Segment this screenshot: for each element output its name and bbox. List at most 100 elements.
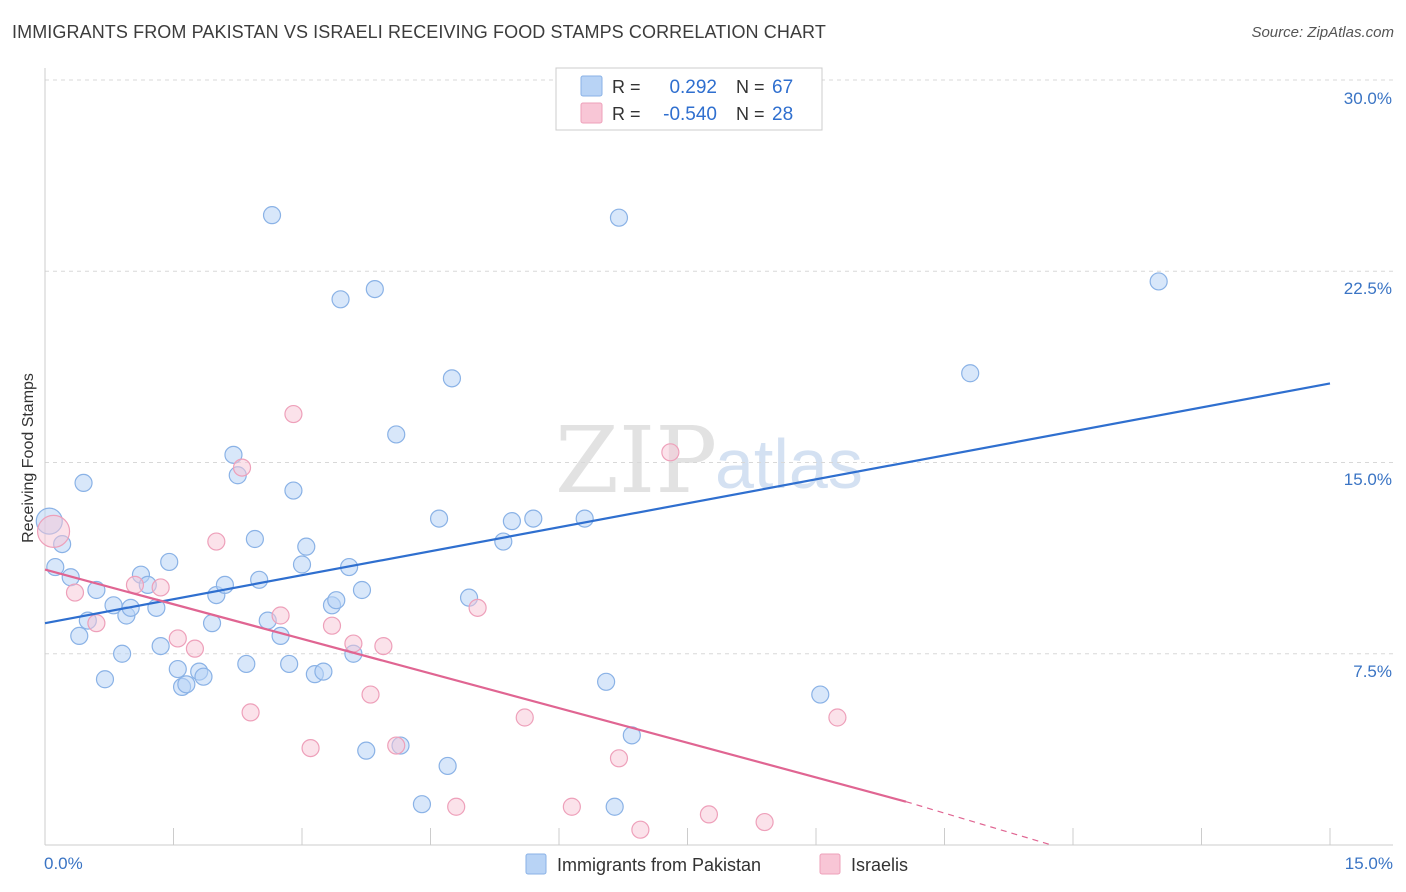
point-pakistan (429, 509, 449, 528)
legend-swatch-israeli (580, 102, 603, 124)
point-pakistan (387, 425, 406, 444)
axes (44, 68, 1393, 846)
trend-line-pakistan (44, 382, 1331, 625)
series-pakistan-points (35, 206, 1168, 816)
point-pakistan (224, 445, 243, 464)
chart-title: IMMIGRANTS FROM PAKISTAN VS ISRAELI RECE… (12, 22, 826, 42)
bottom-legend-swatch-israeli (819, 853, 841, 875)
point-israeli (65, 583, 85, 602)
legend-box: R = 0.292 N = 67 R = -0.540 N = 28 (555, 67, 823, 131)
y-axis-title: Receiving Food Stamps (20, 373, 37, 543)
point-israeli (828, 708, 847, 727)
point-pakistan (357, 741, 376, 760)
trend-lines (44, 382, 1331, 846)
point-pakistan (1149, 272, 1168, 291)
point-israeli (284, 404, 303, 424)
gridlines (45, 79, 1393, 655)
point-pakistan (297, 537, 316, 556)
point-pakistan (262, 206, 282, 225)
point-pakistan (605, 797, 624, 816)
point-pakistan (271, 626, 290, 646)
point-pakistan (245, 529, 264, 549)
point-pakistan (237, 654, 256, 674)
legend-n-value-israeli: 28 (772, 104, 793, 125)
bottom-legend: Immigrants from Pakistan Israelis (525, 853, 908, 875)
trend-line-israeli (44, 568, 907, 803)
x-ticks (173, 828, 1331, 845)
point-israeli (36, 514, 71, 548)
watermark-atlas: atlas (715, 425, 863, 503)
point-israeli (447, 797, 466, 816)
point-pakistan (194, 667, 213, 686)
point-israeli (125, 575, 145, 595)
bottom-legend-label-pakistan: Immigrants from Pakistan (557, 855, 761, 875)
point-pakistan (168, 659, 187, 679)
y-tick-label-15: 15.0% (1344, 470, 1392, 489)
point-pakistan (609, 208, 629, 227)
point-israeli (301, 738, 320, 758)
point-israeli (699, 805, 719, 824)
bottom-legend-label-israeli: Israelis (851, 855, 908, 875)
point-pakistan (442, 369, 462, 388)
watermark-zip: ZIP (555, 407, 717, 514)
point-israeli (207, 532, 226, 551)
point-israeli (241, 703, 260, 722)
point-pakistan (331, 290, 350, 309)
point-pakistan (597, 672, 616, 691)
point-pakistan (95, 670, 115, 689)
point-israeli (168, 629, 187, 648)
legend-swatch-pakistan (580, 75, 603, 97)
point-israeli (344, 634, 363, 653)
point-pakistan (292, 555, 312, 574)
legend-n-label-pakistan: N = (736, 77, 765, 97)
point-israeli (387, 736, 406, 755)
point-israeli (609, 749, 629, 768)
series-israeli-points (36, 404, 847, 839)
point-pakistan (151, 636, 170, 656)
legend-r-value-pakistan: 0.292 (669, 77, 717, 98)
x-tick-label-0: 0.0% (44, 854, 83, 873)
point-israeli (232, 458, 252, 477)
point-pakistan (177, 675, 196, 694)
legend-r-label-israeli: R = (612, 104, 641, 124)
point-israeli (271, 606, 290, 625)
point-pakistan (112, 644, 132, 663)
point-pakistan (250, 570, 269, 589)
point-israeli (562, 797, 581, 816)
point-pakistan (314, 662, 333, 681)
bottom-legend-swatch-pakistan (525, 853, 547, 875)
point-israeli (185, 639, 205, 658)
x-tick-label-15: 15.0% (1345, 854, 1393, 873)
point-pakistan (160, 552, 179, 572)
point-pakistan (327, 591, 346, 610)
point-pakistan (365, 280, 384, 299)
point-pakistan (352, 580, 372, 600)
point-israeli (468, 598, 487, 617)
point-israeli (322, 616, 342, 635)
legend-n-value-pakistan: 67 (772, 77, 793, 98)
legend-r-value-israeli: -0.540 (663, 104, 717, 125)
point-pakistan (74, 473, 93, 492)
trend-line-israeli-extension (905, 801, 1052, 846)
point-pakistan (87, 580, 106, 600)
y-tick-label-22.5: 22.5% (1344, 279, 1392, 298)
point-israeli (87, 614, 106, 633)
point-pakistan (524, 509, 543, 528)
point-pakistan (502, 512, 521, 531)
point-israeli (661, 443, 680, 462)
point-pakistan (438, 756, 457, 776)
point-israeli (151, 578, 170, 597)
point-israeli (515, 708, 534, 727)
y-tick-label-30: 30.0% (1344, 89, 1392, 108)
source-credit: Source: ZipAtlas.com (1251, 24, 1394, 41)
point-pakistan (961, 364, 980, 383)
point-israeli (755, 812, 774, 832)
point-pakistan (280, 654, 299, 674)
point-pakistan (70, 626, 89, 646)
point-pakistan (284, 481, 303, 500)
point-israeli (374, 636, 393, 656)
point-israeli (361, 685, 380, 704)
point-pakistan (811, 685, 830, 704)
point-israeli (631, 820, 650, 839)
